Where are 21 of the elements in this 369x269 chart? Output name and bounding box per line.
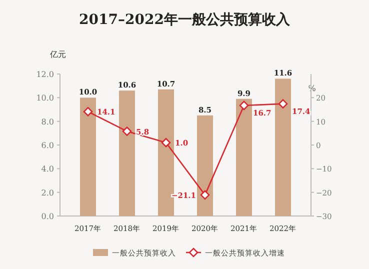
bar (158, 89, 174, 216)
point (278, 99, 288, 108)
bar (80, 98, 96, 216)
y-tick-label: 4.0 (41, 164, 54, 174)
point (239, 100, 249, 110)
bar (275, 78, 291, 216)
y-axis-title: 亿元 (49, 50, 66, 59)
point (122, 126, 132, 136)
point (200, 190, 210, 200)
bar (119, 90, 135, 216)
chart-title: 2017–2022年一般公共预算收入 (79, 12, 291, 28)
y-tick-label: 12.0 (36, 70, 54, 79)
y-tick-label: 10.0 (36, 94, 54, 103)
point (83, 106, 93, 116)
y-tick-label: 2.0 (41, 188, 54, 198)
point (161, 138, 171, 148)
y-tick-label: 0.0 (41, 212, 54, 221)
y-tick-label: 8.0 (41, 117, 54, 126)
bar (197, 115, 213, 216)
bar (236, 98, 252, 216)
y-tick-label: 6.0 (41, 141, 54, 150)
